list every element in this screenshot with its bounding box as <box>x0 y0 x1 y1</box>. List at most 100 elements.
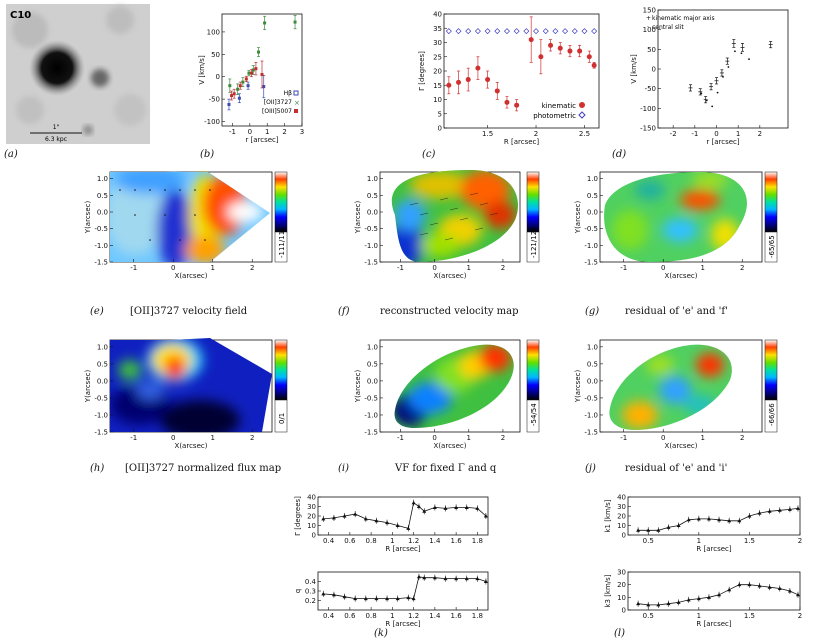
svg-text:+: + <box>646 15 651 22</box>
map-x-tick-label: 2 <box>740 434 744 442</box>
y-tick-label: 150 <box>643 7 656 15</box>
x-tick-label: 1 <box>697 612 701 620</box>
data-point <box>465 28 472 35</box>
x-tick-label: 1.5 <box>744 537 755 545</box>
map-y-tick-label: 0.5 <box>367 192 378 200</box>
data-point <box>416 574 421 579</box>
colorbar-h <box>274 339 288 401</box>
map-y-axis-label: Y(arcsec) <box>354 201 362 235</box>
x-axis-label: R [arcsec] <box>504 138 539 146</box>
legend-c: kinematic photometric <box>533 102 586 120</box>
data-point <box>705 99 708 102</box>
data-point <box>374 518 379 523</box>
data-point <box>542 28 549 35</box>
y-tick-label: -100 <box>204 118 220 126</box>
colorbar-e-range: -111/111 <box>278 226 286 258</box>
map-x-tick-label: 0 <box>661 264 665 272</box>
caption-c: (c) <box>422 149 436 160</box>
data-point <box>251 68 255 72</box>
data-point <box>737 518 742 523</box>
x-tick-label: 0.6 <box>344 537 356 545</box>
velocity-field-e <box>110 170 270 262</box>
y-tick-label: 30 <box>617 503 626 511</box>
map-x-tick-label: -1 <box>397 434 404 442</box>
map-y-tick-label: 1.0 <box>367 343 378 351</box>
map-y-tick-label: 0.0 <box>97 377 108 385</box>
x-tick-label: 2 <box>534 130 538 138</box>
data-point <box>443 576 448 581</box>
y-tick-label: 0 <box>622 532 626 540</box>
data-point <box>263 21 267 25</box>
data-point <box>727 518 732 523</box>
data-point <box>552 28 559 35</box>
data-point <box>646 528 651 532</box>
map-y-tick-label: 0.0 <box>97 209 108 217</box>
data-point <box>432 575 437 580</box>
chart-k-bottom: 0.4 0.6 0.8 1 1.2 1.4 1.6 1.8 0.20.3 0.4 R [arcsec… <box>294 571 489 628</box>
y-tick-label: 40 <box>617 494 626 502</box>
y-axis-label: V [km/s] <box>198 55 206 85</box>
x-tick-label: 1.5 <box>482 130 493 138</box>
legend-c-kinematic: kinematic <box>542 102 577 110</box>
data-point <box>727 66 730 68</box>
data-point <box>795 506 800 510</box>
legend-b-oiii: [OIII]5007 <box>262 108 292 115</box>
y-tick-label: 25 <box>433 53 442 61</box>
y-tick-label: 100 <box>643 26 656 34</box>
x-tick-label: 0.8 <box>366 537 377 545</box>
map-x-tick-label: 0 <box>661 434 665 442</box>
map-axes: -1 0 1 2 1.0 0.5 0.0 -0.5 -1.0 -1.5 X(arcsec) Y(arc… <box>84 175 744 450</box>
data-point <box>363 516 368 521</box>
legend-d: kinematic major axis central slit + · <box>646 15 715 31</box>
data-point <box>247 71 251 75</box>
data-point <box>571 28 578 35</box>
data-point <box>241 80 245 84</box>
data-point <box>331 515 336 520</box>
map-x-axis-label: X(arcsec) <box>175 272 208 280</box>
velocity-map-f <box>391 170 518 262</box>
data-point <box>238 84 242 88</box>
data-point <box>230 94 234 98</box>
y-tick-label: 0 <box>216 73 220 81</box>
x-tick-label: 2.5 <box>579 130 590 138</box>
data-point <box>666 525 671 529</box>
chart-d: -2 -1 0 1 2 -150 -100 -50 0 50 100 150 r [arcsec] V [… <box>630 7 789 146</box>
x-tick-label: -1 <box>229 128 236 136</box>
data-point <box>465 77 471 83</box>
data-point <box>504 99 510 105</box>
data-point <box>411 596 416 601</box>
caption-e: (e) <box>90 306 104 317</box>
data-point <box>666 601 671 606</box>
x-axis-label: R [arcsec] <box>696 620 731 628</box>
object-label: C10 <box>10 10 31 21</box>
data-point <box>342 594 347 599</box>
map-x-tick-label: 2 <box>740 264 744 272</box>
data-point <box>454 505 459 509</box>
x-tick-label: 2 <box>758 130 762 138</box>
map-y-tick-label: -0.5 <box>584 225 598 233</box>
y-axis-label: k1 [km/s] <box>604 499 612 532</box>
x-tick-label: 0.4 <box>323 537 335 545</box>
map-y-tick-label: 0.5 <box>97 360 108 368</box>
y-tick-label: 0 <box>622 607 626 615</box>
data-point <box>446 82 452 88</box>
y-tick-label: 10 <box>307 522 316 530</box>
data-point <box>363 596 368 601</box>
title-f: reconstructed velocity map <box>380 306 519 317</box>
data-point <box>250 71 254 75</box>
data-point <box>533 28 540 35</box>
data-point <box>422 509 427 513</box>
colorbar-g-range: -65/65 <box>768 235 776 258</box>
data-point <box>711 105 714 108</box>
y-tick-label: -50 <box>209 96 220 104</box>
map-y-tick-label: -1.0 <box>584 242 598 250</box>
x-tick-label: 1.8 <box>472 612 483 620</box>
data-point <box>411 500 416 505</box>
data-point <box>227 102 231 106</box>
series-line <box>323 502 487 529</box>
map-y-tick-label: 1.0 <box>587 175 598 183</box>
map-y-axis-label: Y(arcsec) <box>574 201 582 235</box>
y-tick-label: 5 <box>438 110 442 118</box>
y-tick-label: 20 <box>433 68 442 76</box>
